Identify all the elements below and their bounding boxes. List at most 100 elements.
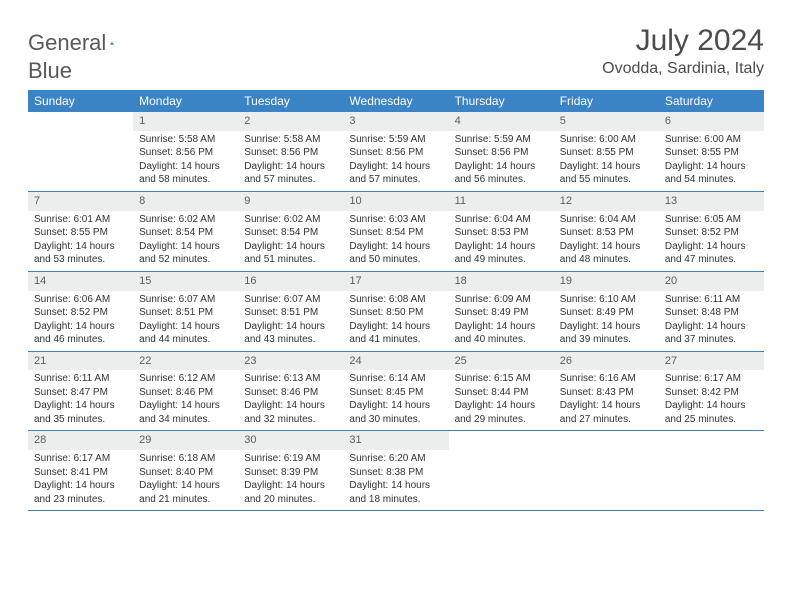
daylight-text: Daylight: 14 hours	[139, 320, 232, 334]
sunrise-text: Sunrise: 6:17 AM	[665, 372, 758, 386]
dayname-row: Sunday Monday Tuesday Wednesday Thursday…	[28, 90, 764, 112]
day-cell: 1Sunrise: 5:58 AMSunset: 8:56 PMDaylight…	[133, 112, 238, 191]
sunrise-text: Sunrise: 6:16 AM	[560, 372, 653, 386]
day-cell: 4Sunrise: 5:59 AMSunset: 8:56 PMDaylight…	[449, 112, 554, 191]
sunset-text: Sunset: 8:52 PM	[34, 306, 127, 320]
day-content: Sunrise: 5:59 AMSunset: 8:56 PMDaylight:…	[343, 131, 448, 191]
daylight-text: Daylight: 14 hours	[349, 399, 442, 413]
day-cell: 18Sunrise: 6:09 AMSunset: 8:49 PMDayligh…	[449, 272, 554, 351]
day-cell: 24Sunrise: 6:14 AMSunset: 8:45 PMDayligh…	[343, 352, 448, 431]
dayname-wed: Wednesday	[343, 90, 448, 112]
day-number: 19	[554, 272, 659, 291]
day-content: Sunrise: 6:00 AMSunset: 8:55 PMDaylight:…	[554, 131, 659, 191]
daylight-text: Daylight: 14 hours	[560, 320, 653, 334]
logo-text-blue: Blue	[28, 58, 72, 84]
day-number: 2	[238, 112, 343, 131]
day-content: Sunrise: 6:20 AMSunset: 8:38 PMDaylight:…	[343, 450, 448, 510]
day-content: Sunrise: 6:03 AMSunset: 8:54 PMDaylight:…	[343, 211, 448, 271]
day-cell: 19 Sunrise: 6:10 AMSunset: 8:49 PMDayligh…	[554, 272, 659, 351]
day-content: Sunrise: 6:14 AMSunset: 8:45 PMDaylight:…	[343, 370, 448, 430]
daylight-text: Daylight: 14 hours	[139, 479, 232, 493]
day-content: Sunrise: 6:07 AMSunset: 8:51 PMDaylight:…	[133, 291, 238, 351]
day-cell: 3Sunrise: 5:59 AMSunset: 8:56 PMDaylight…	[343, 112, 448, 191]
day-cell: 23Sunrise: 6:13 AMSunset: 8:46 PMDayligh…	[238, 352, 343, 431]
week-row: 1Sunrise: 5:58 AMSunset: 8:56 PMDaylight…	[28, 112, 764, 192]
sunrise-text: Sunrise: 5:59 AM	[349, 133, 442, 147]
day-cell: 2Sunrise: 5:58 AMSunset: 8:56 PMDaylight…	[238, 112, 343, 191]
day-number: 11	[449, 192, 554, 211]
sunset-text: Sunset: 8:47 PM	[34, 386, 127, 400]
daylight-text: and 58 minutes.	[139, 173, 232, 187]
daylight-text: Daylight: 14 hours	[34, 399, 127, 413]
daylight-text: Daylight: 14 hours	[244, 160, 337, 174]
calendar-grid: Sunday Monday Tuesday Wednesday Thursday…	[28, 90, 764, 511]
day-content: Sunrise: 6:18 AMSunset: 8:40 PMDaylight:…	[133, 450, 238, 510]
daylight-text: and 29 minutes.	[455, 413, 548, 427]
sunrise-text: Sunrise: 6:08 AM	[349, 293, 442, 307]
dayname-fri: Friday	[554, 90, 659, 112]
day-content: Sunrise: 6:12 AMSunset: 8:46 PMDaylight:…	[133, 370, 238, 430]
daylight-text: and 35 minutes.	[34, 413, 127, 427]
sunset-text: Sunset: 8:40 PM	[139, 466, 232, 480]
sunrise-text: Sunrise: 6:06 AM	[34, 293, 127, 307]
day-number: 15	[133, 272, 238, 291]
day-number: 20	[659, 272, 764, 291]
logo-triangle-icon	[110, 34, 114, 52]
day-cell: 9Sunrise: 6:02 AMSunset: 8:54 PMDaylight…	[238, 192, 343, 271]
sunset-text: Sunset: 8:50 PM	[349, 306, 442, 320]
title-block: July 2024 Ovodda, Sardinia, Italy	[602, 24, 764, 78]
day-cell	[554, 431, 659, 510]
daylight-text: and 43 minutes.	[244, 333, 337, 347]
day-number: 25	[449, 352, 554, 371]
sunrise-text: Sunrise: 6:02 AM	[139, 213, 232, 227]
day-content: Sunrise: 6:16 AMSunset: 8:43 PMDaylight:…	[554, 370, 659, 430]
day-number: 29	[133, 431, 238, 450]
sunset-text: Sunset: 8:53 PM	[560, 226, 653, 240]
daylight-text: Daylight: 14 hours	[665, 399, 758, 413]
daylight-text: and 57 minutes.	[349, 173, 442, 187]
day-number: 18	[449, 272, 554, 291]
sunset-text: Sunset: 8:56 PM	[455, 146, 548, 160]
sunset-text: Sunset: 8:49 PM	[560, 306, 653, 320]
sunrise-text: Sunrise: 6:00 AM	[665, 133, 758, 147]
daylight-text: and 39 minutes.	[560, 333, 653, 347]
logo: General	[28, 30, 136, 56]
week-row: 14Sunrise: 6:06 AMSunset: 8:52 PMDayligh…	[28, 272, 764, 352]
sunrise-text: Sunrise: 6:14 AM	[349, 372, 442, 386]
day-cell	[449, 431, 554, 510]
sunset-text: Sunset: 8:45 PM	[349, 386, 442, 400]
sunset-text: Sunset: 8:53 PM	[455, 226, 548, 240]
daylight-text: and 54 minutes.	[665, 173, 758, 187]
daylight-text: Daylight: 14 hours	[560, 160, 653, 174]
sunrise-text: Sunrise: 5:59 AM	[455, 133, 548, 147]
page-header: General July 2024 Ovodda, Sardinia, Ital…	[28, 24, 764, 78]
daylight-text: Daylight: 14 hours	[244, 320, 337, 334]
daylight-text: Daylight: 14 hours	[34, 240, 127, 254]
daylight-text: and 49 minutes.	[455, 253, 548, 267]
sunrise-text: Sunrise: 6:01 AM	[34, 213, 127, 227]
sunrise-text: Sunrise: 5:58 AM	[244, 133, 337, 147]
day-content: Sunrise: 6:17 AMSunset: 8:41 PMDaylight:…	[28, 450, 133, 510]
day-cell: 17Sunrise: 6:08 AMSunset: 8:50 PMDayligh…	[343, 272, 448, 351]
day-number: 16	[238, 272, 343, 291]
day-number: 8	[133, 192, 238, 211]
daylight-text: Daylight: 14 hours	[665, 240, 758, 254]
day-content: Sunrise: 6:11 AMSunset: 8:48 PMDaylight:…	[659, 291, 764, 351]
sunrise-text: Sunrise: 6:05 AM	[665, 213, 758, 227]
daylight-text: and 18 minutes.	[349, 493, 442, 507]
day-number: 7	[28, 192, 133, 211]
daylight-text: Daylight: 14 hours	[349, 240, 442, 254]
sunrise-text: Sunrise: 6:10 AM	[560, 293, 653, 307]
daylight-text: and 50 minutes.	[349, 253, 442, 267]
week-row: 21Sunrise: 6:11 AMSunset: 8:47 PMDayligh…	[28, 352, 764, 432]
day-content: Sunrise: 6:06 AMSunset: 8:52 PMDaylight:…	[28, 291, 133, 351]
day-cell: 15Sunrise: 6:07 AMSunset: 8:51 PMDayligh…	[133, 272, 238, 351]
daylight-text: and 57 minutes.	[244, 173, 337, 187]
daylight-text: and 46 minutes.	[34, 333, 127, 347]
sunset-text: Sunset: 8:43 PM	[560, 386, 653, 400]
day-cell: 21Sunrise: 6:11 AMSunset: 8:47 PMDayligh…	[28, 352, 133, 431]
daylight-text: and 40 minutes.	[455, 333, 548, 347]
day-number: 22	[133, 352, 238, 371]
daylight-text: and 55 minutes.	[560, 173, 653, 187]
day-number: 28	[28, 431, 133, 450]
